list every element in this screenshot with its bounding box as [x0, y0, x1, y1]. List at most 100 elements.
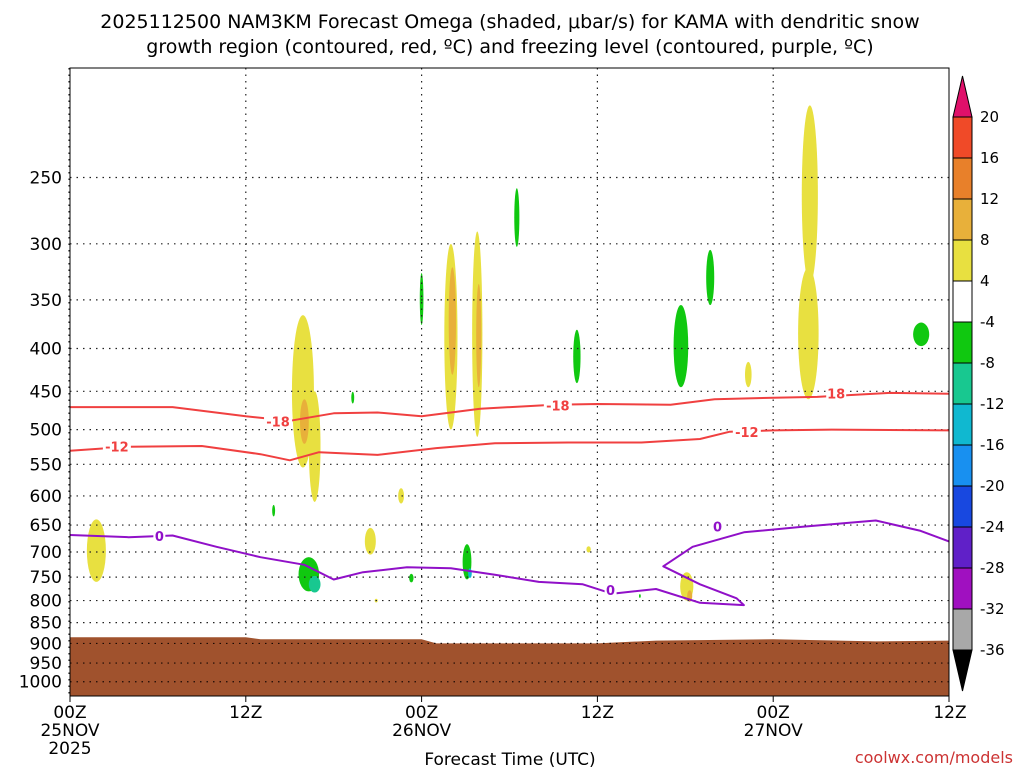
chart-title-line1: 2025112500 NAM3KM Forecast Omega (shaded…: [100, 11, 919, 33]
y-tick-label: 650: [30, 516, 62, 536]
contour-label-minus18: -18: [546, 400, 570, 415]
chart-title-line2: growth region (contoured, red, ºC) and f…: [146, 36, 873, 58]
y-tick-label: 700: [30, 543, 62, 563]
omega-cell-18: [419, 272, 424, 325]
x-tick-label: 12Z: [581, 703, 614, 723]
y-tick-label: 250: [30, 169, 62, 189]
omega-cell-7: [476, 283, 482, 388]
colorbar-bin: [952, 526, 973, 569]
contour-freezing: [70, 519, 949, 607]
contour-label-bg: [732, 423, 761, 439]
contour-label-freezing: 0: [606, 584, 615, 599]
omega-cell-2: [300, 399, 309, 444]
x-tick-label: 12Z: [933, 703, 966, 723]
omega-cell-12: [364, 527, 376, 555]
omega-cell-30: [639, 594, 641, 598]
y-tick-label: 350: [30, 291, 62, 311]
omega-cell-19: [573, 329, 581, 384]
contour-label-minus18: 18: [827, 388, 845, 403]
contour-label-bg: [264, 413, 293, 429]
contour-label-bg: [604, 581, 617, 597]
y-tick-label: 900: [30, 634, 62, 654]
x-tick-label: 27NOV: [744, 721, 803, 741]
contour-label-minus12: -12: [735, 426, 759, 441]
omega-cell-27: [409, 573, 414, 583]
colorbar-tick-label: -4: [980, 313, 995, 331]
y-tick-label: 550: [30, 455, 62, 475]
omega-cell-17: [514, 188, 520, 247]
plot-frame: [69, 67, 950, 697]
terrain-fill: [70, 637, 949, 696]
y-tick-label: 950: [30, 654, 62, 674]
colorbar-bin: [952, 649, 973, 692]
y-tick-label: 800: [30, 592, 62, 612]
colorbar-bin: [952, 198, 973, 241]
omega-cell-24: [272, 504, 276, 517]
x-tick-label: 25NOV: [40, 721, 99, 741]
y-tick-label: 450: [30, 382, 62, 402]
colorbar-bin: [952, 362, 973, 405]
y-tick-label: 400: [30, 339, 62, 359]
contour-minus18: [70, 391, 949, 422]
omega-cell-11: [398, 488, 405, 504]
colorbar: 20 16 12 8 4 -4 -8 -12 -16 -20 -24 -28 -32 -36: [952, 75, 1005, 692]
colorbar-bin: [952, 280, 973, 323]
omega-cell-23: [351, 391, 355, 404]
pressure-gridlines: [68, 68, 949, 696]
omega-cell-3: [308, 391, 321, 502]
colorbar-tick-label: 20: [980, 108, 999, 126]
x-tick-label: 00Z: [405, 703, 438, 723]
x-axis-label: Forecast Time (UTC): [424, 750, 595, 768]
omega-cell-5: [448, 267, 457, 375]
omega-cell-8: [801, 105, 818, 284]
omega-shading-layer: [86, 105, 930, 603]
colorbar-bin: [952, 321, 973, 364]
colorbar-tick-label: 12: [980, 190, 999, 208]
colorbar-tick-label: 4: [980, 272, 990, 290]
omega-cell-21: [706, 249, 715, 306]
pressure-axis: 2503003504004505005506006507007508008509…: [19, 169, 62, 693]
contour-label-minus12: -12: [105, 441, 129, 456]
colorbar-tick-label: -32: [980, 600, 1005, 618]
x-tick-label: 00Z: [757, 703, 790, 723]
colorbar-tick-label: -8: [980, 354, 995, 372]
omega-cell-29: [468, 568, 472, 579]
colorbar-tick-label: -16: [980, 436, 1005, 454]
y-tick-label: 300: [30, 235, 62, 255]
contour-label-minus18: -18: [266, 416, 290, 431]
y-tick-label: 850: [30, 614, 62, 634]
contour-label-bg: [711, 518, 724, 534]
contour-label-bg: [826, 385, 847, 401]
omega-cell-0: [86, 519, 106, 582]
colorbar-tick-label: 8: [980, 231, 990, 249]
watermark-text: coolwx.com/models: [855, 748, 1013, 767]
colorbar-tick-label: -28: [980, 559, 1005, 577]
x-tick-label: 12Z: [229, 703, 262, 723]
omega-cell-13: [586, 546, 591, 553]
colorbar-tick-label: 16: [980, 149, 999, 167]
colorbar-tick-label: -20: [980, 477, 1005, 495]
y-tick-label: 750: [30, 568, 62, 588]
omega-cell-26: [308, 575, 321, 593]
y-tick-label: 500: [30, 421, 62, 441]
contour-label-freezing: 0: [713, 521, 722, 536]
contour-minus12: [70, 428, 949, 462]
contour-label-bg: [153, 528, 166, 544]
colorbar-tick-label: -24: [980, 518, 1005, 536]
contour-label-bg: [102, 438, 131, 454]
omega-cell-10: [744, 361, 752, 388]
colorbar-bin: [952, 75, 973, 118]
temperature-contours: -18 -18 18 -12 -12 0 0 0: [70, 385, 949, 607]
colorbar-bin: [952, 608, 973, 651]
omega-cell-22: [913, 322, 930, 347]
colorbar-tick-label: -12: [980, 395, 1005, 413]
y-tick-label: 600: [30, 487, 62, 507]
colorbar-bin: [952, 116, 973, 159]
colorbar-bin: [952, 444, 973, 487]
colorbar-bin: [952, 403, 973, 446]
x-tick-label: 26NOV: [392, 721, 451, 741]
x-tick-label: 00Z: [53, 703, 86, 723]
omega-cell-20: [673, 305, 689, 388]
